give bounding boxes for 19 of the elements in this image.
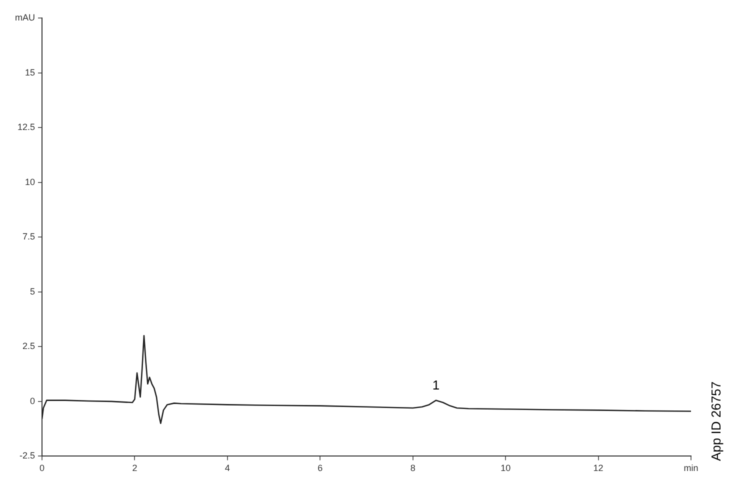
y-tick-label: 0 — [30, 396, 35, 406]
x-tick-label: 2 — [132, 463, 138, 474]
y-tick-label: 12.5 — [17, 122, 35, 132]
x-tick-label: 0 — [39, 463, 45, 474]
y-tick-label: -2.5 — [19, 450, 35, 461]
y-tick-label: 10 — [24, 176, 35, 187]
y-tick-label: mAU — [15, 12, 35, 22]
x-tick-label: 6 — [318, 463, 323, 474]
y-tick-label: 15 — [24, 67, 35, 78]
annotation: 1 — [432, 377, 440, 392]
y-tick-label: 7.5 — [22, 232, 35, 242]
x-tick-label: 8 — [410, 463, 416, 474]
x-tick-label: 10 — [500, 463, 511, 474]
text: App ID 26757 — [708, 381, 724, 461]
y-tick-label: 2.5 — [22, 341, 35, 352]
y-tick-label: 5 — [30, 286, 35, 296]
x-tick-label: min — [684, 463, 698, 474]
x-tick-label: 4 — [224, 463, 230, 474]
x-tick-label: 12 — [593, 463, 604, 474]
